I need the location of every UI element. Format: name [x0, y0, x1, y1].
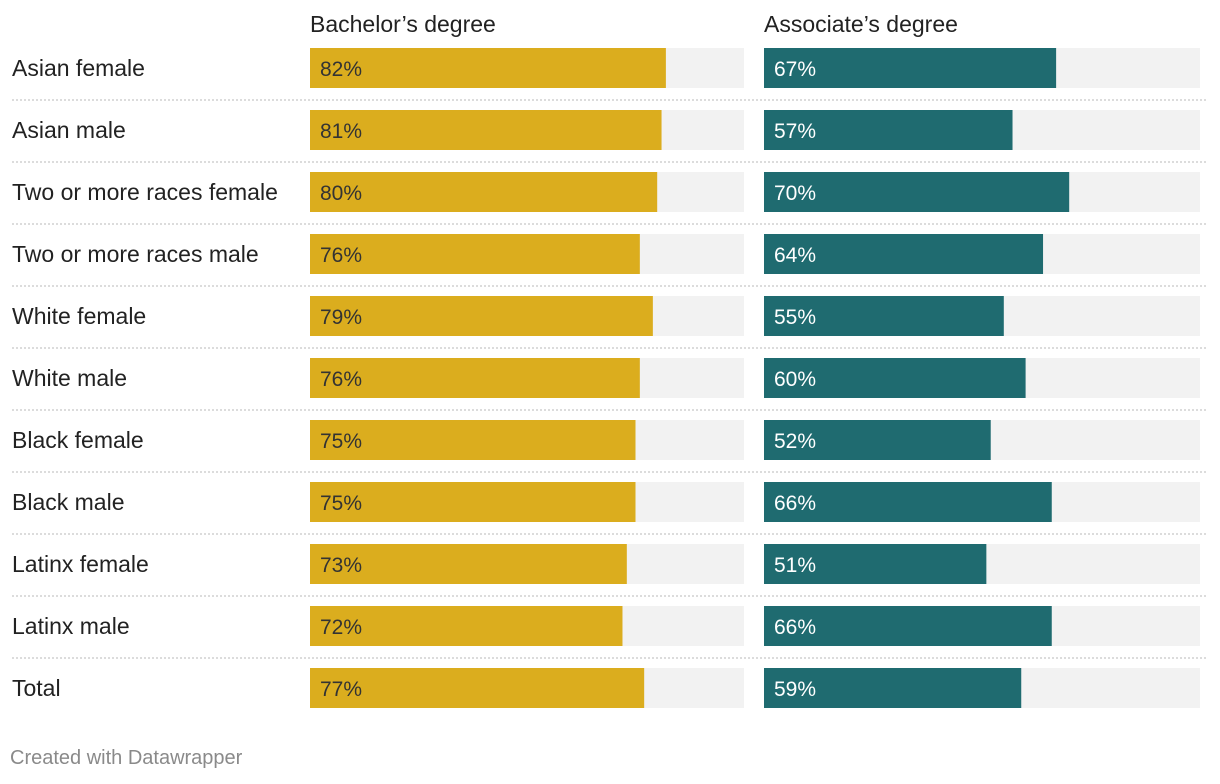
data-label: 55% [774, 306, 816, 329]
data-label: 60% [774, 368, 816, 391]
category-label: Latinx female [12, 551, 149, 577]
bar [764, 668, 1022, 708]
category-label: Black female [12, 427, 144, 453]
bar [764, 358, 1026, 398]
bar [310, 110, 662, 150]
data-label: 67% [774, 58, 816, 81]
category-label: Two or more races female [12, 179, 278, 205]
bar [310, 358, 640, 398]
data-label: 70% [774, 182, 816, 205]
category-label: Asian male [12, 117, 126, 143]
bar [310, 668, 645, 708]
datawrapper-credit: Created with Datawrapper [10, 747, 243, 769]
bar [310, 606, 623, 646]
bar [764, 420, 991, 460]
bar [310, 234, 640, 274]
data-label: 52% [774, 430, 816, 453]
data-label: 76% [320, 368, 362, 391]
category-label: Asian female [12, 55, 145, 81]
bar [764, 172, 1070, 212]
data-label: 75% [320, 492, 362, 515]
data-label: 77% [320, 678, 362, 701]
category-label: Latinx male [12, 613, 130, 639]
bar [764, 296, 1004, 336]
bar [310, 48, 666, 88]
bar [764, 482, 1052, 522]
data-label: 82% [320, 58, 362, 81]
bar [310, 172, 658, 212]
category-label: Black male [12, 489, 124, 515]
bar [764, 544, 987, 584]
series-header: Bachelor’s degree [310, 11, 496, 37]
data-label: 66% [774, 616, 816, 639]
data-label: 64% [774, 244, 816, 267]
bar [310, 544, 627, 584]
data-label: 57% [774, 120, 816, 143]
series-header: Associate’s degree [764, 11, 958, 37]
data-label: 81% [320, 120, 362, 143]
data-label: 66% [774, 492, 816, 515]
bar [310, 296, 653, 336]
data-label: 73% [320, 554, 362, 577]
bar [764, 110, 1013, 150]
category-label: Two or more races male [12, 241, 259, 267]
data-label: 72% [320, 616, 362, 639]
bar [764, 48, 1057, 88]
bar [310, 482, 636, 522]
bar [310, 420, 636, 460]
bar [764, 234, 1044, 274]
bar [764, 606, 1052, 646]
category-label: Total [12, 675, 61, 701]
data-label: 59% [774, 678, 816, 701]
data-label: 80% [320, 182, 362, 205]
data-label: 75% [320, 430, 362, 453]
data-label: 51% [774, 554, 816, 577]
category-label: White male [12, 365, 127, 391]
data-label: 76% [320, 244, 362, 267]
data-label: 79% [320, 306, 362, 329]
category-label: White female [12, 303, 146, 329]
